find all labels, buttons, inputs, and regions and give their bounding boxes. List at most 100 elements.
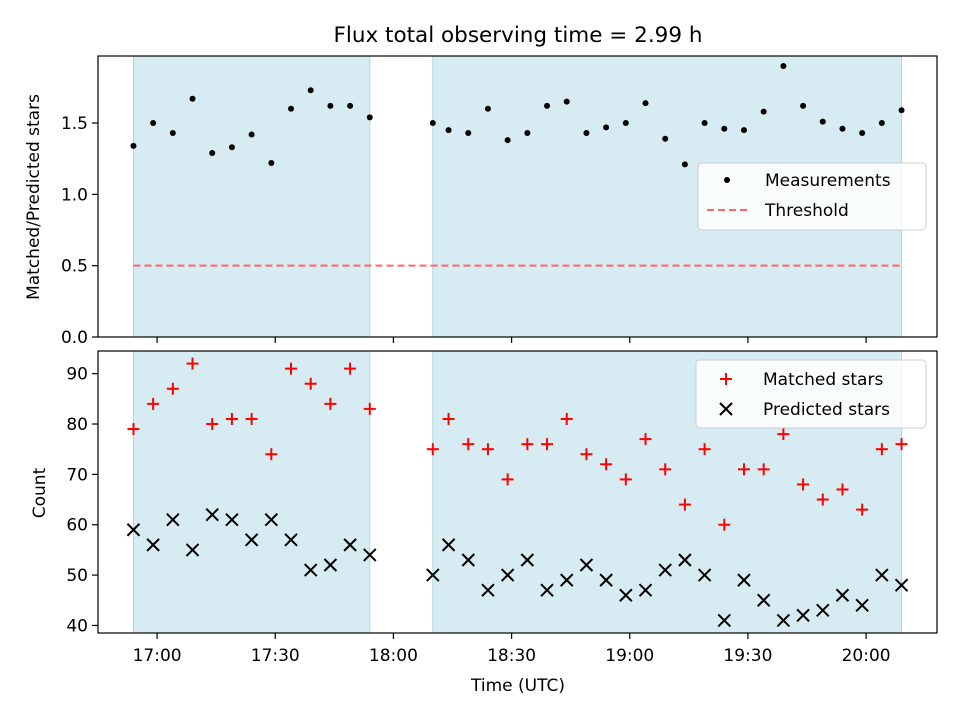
- predicted-stars-point: [894, 578, 909, 592]
- matched-stars-point: [285, 362, 298, 375]
- measurement-point: [721, 125, 728, 132]
- x-axis-label: Time (UTC): [470, 676, 565, 696]
- predicted-stars-point: [678, 553, 692, 567]
- measurement-point: [504, 137, 511, 144]
- matched-stars-point: [718, 518, 731, 531]
- predicted-stars-point: [166, 512, 180, 527]
- measurement-point: [662, 135, 669, 142]
- predicted-stars-point: [520, 553, 535, 567]
- measurement-point: [209, 149, 216, 156]
- measurement-point: [544, 102, 551, 109]
- matched-stars-point: [166, 382, 179, 395]
- matched-stars-point: [678, 498, 691, 511]
- measurement-point: [288, 105, 295, 112]
- predicted-stars-point: [776, 613, 791, 628]
- x-tick-label: 19:30: [723, 646, 772, 666]
- matched-stars-point: [856, 503, 869, 516]
- predicted-stars-point: [126, 523, 141, 537]
- predicted-stars-point: [855, 598, 869, 613]
- predicted-stars-point: [323, 558, 338, 572]
- matched-stars-point: [462, 438, 475, 451]
- measurement-point: [327, 102, 334, 109]
- matched-stars-point: [797, 478, 810, 491]
- measurement-point: [445, 127, 452, 134]
- matched-stars-point: [501, 473, 514, 486]
- measurement-point: [150, 120, 157, 127]
- measurement-point: [248, 131, 255, 138]
- predicted-stars-point: [737, 573, 751, 587]
- measurement-point: [169, 130, 176, 137]
- matched-stars-point: [426, 443, 439, 456]
- legend-measurements-label: Measurements: [765, 171, 891, 191]
- matched-stars-point: [895, 438, 908, 451]
- matched-stars-point: [186, 357, 199, 370]
- matched-stars-point: [363, 402, 376, 415]
- measurement-point: [760, 108, 767, 115]
- matched-stars-point: [659, 463, 672, 476]
- observing-interval-band: [132, 350, 371, 634]
- predicted-stars-point: [264, 512, 279, 527]
- measurement-point: [898, 107, 905, 114]
- matched-stars-point: [619, 473, 632, 486]
- y-tick-label: 1.5: [61, 114, 88, 134]
- x-tick-label: 17:30: [251, 646, 300, 666]
- top-shaded-intervals: [132, 55, 903, 338]
- bottom-legend-box: [695, 359, 927, 429]
- matched-stars-point: [442, 412, 455, 425]
- measurement-point: [603, 124, 610, 131]
- legend-predicted-marker: [719, 402, 733, 416]
- matched-stars-point: [206, 418, 219, 431]
- predicted-stars-point: [205, 507, 219, 522]
- measurement-point: [642, 100, 649, 107]
- matched-stars-point: [875, 443, 888, 456]
- predicted-stars-point: [796, 608, 810, 623]
- top-y-ticks: 0.0 0.5 1.0 1.5: [61, 114, 98, 348]
- y-tick-label: 40: [66, 616, 88, 636]
- measurement-point: [347, 102, 354, 109]
- predicted-stars-point: [185, 543, 200, 557]
- y-tick-label: 0.0: [61, 328, 88, 348]
- bottom-y-axis-label: Count: [30, 467, 50, 518]
- top-x-ticks: [156, 337, 867, 343]
- measurement-point: [465, 130, 472, 137]
- measurement-point: [622, 120, 629, 127]
- measurement-point: [228, 144, 235, 151]
- matched-stars-point: [127, 423, 140, 436]
- predicted-stars-point: [303, 563, 318, 577]
- bottom-y-ticks: 40 50 60 70 80 90: [66, 365, 98, 636]
- predicted-stars-point: [875, 568, 889, 582]
- predicted-stars-point: [461, 553, 475, 567]
- legend-matched-label: Matched stars: [763, 370, 883, 390]
- legend-measurements-marker: [724, 177, 730, 183]
- measurement-point: [780, 62, 787, 69]
- y-tick-label: 80: [66, 415, 88, 435]
- predicted-stars-point: [579, 558, 594, 572]
- x-tick-label: 18:00: [369, 646, 418, 666]
- predicted-stars-point: [638, 583, 653, 597]
- matched-stars-point: [225, 412, 238, 425]
- predicted-stars-point: [146, 538, 160, 552]
- bottom-panel: 40 50 60 70 80 90 17:00 17:30 18:00 18:30 19:00 19…: [30, 350, 938, 696]
- predicted-stars-point: [363, 548, 377, 562]
- measurement-point: [740, 127, 747, 134]
- predicted-stars-point: [697, 568, 712, 582]
- matched-stars-point: [304, 377, 317, 390]
- legend-matched-marker: [720, 373, 732, 385]
- matched-stars-point: [698, 443, 711, 456]
- y-tick-label: 50: [66, 566, 88, 586]
- bottom-legend: Matched stars Predicted stars: [695, 359, 927, 429]
- matched-stars-point: [344, 362, 357, 375]
- chart-title: Flux total observing time = 2.99 h: [334, 23, 703, 48]
- measurement-point: [268, 159, 275, 166]
- predicted-stars-point: [599, 573, 613, 587]
- top-y-axis-label: Matched/Predicted stars: [24, 94, 44, 300]
- predicted-stars-point: [244, 533, 259, 547]
- matched-stars-point: [147, 397, 160, 410]
- measurement-point: [307, 87, 314, 94]
- measurement-point: [484, 105, 491, 112]
- y-tick-label: 70: [66, 465, 88, 485]
- matched-stars-point: [521, 438, 534, 451]
- y-tick-label: 90: [66, 365, 88, 385]
- bottom-x-ticks: 17:00 17:30 18:00 18:30 19:00 19:30 20:00: [133, 633, 891, 666]
- measurement-point: [681, 161, 688, 168]
